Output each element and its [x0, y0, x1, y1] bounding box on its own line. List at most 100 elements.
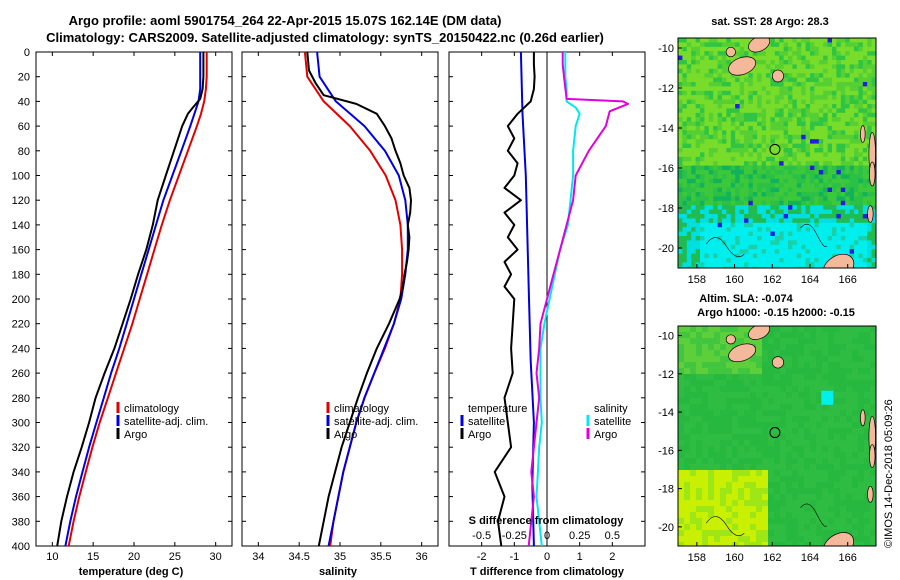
- map-cell: [858, 222, 864, 228]
- map-cell: [774, 350, 781, 357]
- map-cell: [798, 362, 805, 369]
- map-cell: [823, 249, 828, 254]
- map-cell: [770, 86, 776, 92]
- map-cell: [804, 434, 811, 441]
- map-cell: [870, 476, 876, 483]
- map-cell: [836, 214, 842, 219]
- map-cell: [714, 374, 721, 381]
- map-cell: [708, 196, 714, 202]
- map-cell: [774, 392, 781, 399]
- map-cell: [854, 170, 859, 175]
- map-cell: [722, 51, 727, 56]
- map-cell: [708, 205, 714, 210]
- map-cell: [738, 446, 745, 453]
- map-cell: [810, 227, 815, 232]
- map-cell: [761, 134, 767, 140]
- map-cell: [814, 139, 820, 144]
- map-cell: [854, 108, 859, 114]
- map-cell: [757, 95, 762, 100]
- map-cell: [796, 64, 802, 70]
- map-cell: [779, 108, 784, 114]
- map-cell: [822, 488, 829, 495]
- map-cell: [696, 512, 703, 519]
- map-cell: [686, 258, 692, 263]
- map-cell: [713, 143, 718, 149]
- map-cell: [757, 126, 762, 131]
- map-cell: [700, 130, 705, 136]
- map-cell: [796, 258, 802, 263]
- map-cell: [744, 236, 749, 241]
- map-cell: [840, 139, 846, 144]
- map-cell: [822, 338, 829, 345]
- map-cell: [864, 422, 871, 429]
- map-cell: [686, 139, 692, 144]
- map-cell: [834, 440, 841, 447]
- map-cell: [708, 99, 714, 105]
- map-cell: [686, 183, 692, 188]
- map-cell: [691, 205, 696, 210]
- map-cell: [779, 218, 784, 224]
- map-cell: [836, 148, 842, 153]
- map-cell: [752, 152, 758, 158]
- map-cell: [700, 64, 705, 70]
- map-cell: [788, 152, 793, 158]
- map-cell: [871, 112, 876, 118]
- map-cell: [849, 178, 855, 184]
- map-cell: [810, 362, 817, 369]
- map-cell: [691, 244, 696, 250]
- map-cell: [708, 42, 714, 48]
- map-cell: [796, 178, 802, 184]
- map-cell: [858, 174, 864, 180]
- map-cell: [796, 187, 802, 193]
- map-cell: [748, 143, 754, 149]
- map-cell: [796, 231, 802, 237]
- map-cell: [682, 95, 688, 100]
- map-cell: [732, 410, 739, 417]
- map-cell: [852, 452, 859, 459]
- map-cell: [717, 240, 723, 246]
- map-cell: [700, 178, 705, 184]
- map-cell: [846, 344, 853, 351]
- map-cell: [788, 187, 793, 193]
- map-cell: [714, 350, 721, 357]
- map-cell: [774, 46, 780, 52]
- map-lat-label: -14: [658, 407, 674, 419]
- map-cell: [858, 350, 865, 357]
- map-cell: [870, 506, 876, 513]
- map-cell: [788, 90, 793, 96]
- map-cell: [864, 386, 871, 393]
- map-cell: [686, 143, 692, 149]
- map-cell: [738, 542, 745, 546]
- map-cell: [720, 542, 727, 546]
- map-cell: [786, 464, 793, 471]
- map-cell: [690, 428, 697, 435]
- map-cell: [818, 60, 824, 65]
- map-cell: [686, 192, 692, 197]
- map-cell: [717, 108, 723, 114]
- map-cell: [744, 174, 749, 180]
- map-cell: [827, 196, 833, 202]
- map-lon-label: 166: [839, 552, 857, 564]
- map-cell: [735, 249, 740, 254]
- map-cell: [871, 86, 876, 92]
- map-cell: [786, 482, 793, 489]
- map-cell: [834, 338, 841, 345]
- map-cell: [854, 200, 859, 206]
- map-cell: [774, 404, 781, 411]
- map-cell: [840, 77, 846, 83]
- map-cell: [704, 174, 710, 180]
- map-cell: [704, 143, 710, 149]
- map-cell: [801, 121, 806, 127]
- map-cell: [832, 104, 837, 109]
- map-cell: [862, 148, 868, 153]
- map-cell: [834, 410, 841, 417]
- map-cell: [862, 60, 868, 65]
- map-cell: [717, 152, 723, 158]
- map-cell: [678, 506, 685, 513]
- map-cell: [792, 266, 798, 268]
- map-cell: [722, 218, 727, 224]
- map-cell: [720, 470, 727, 477]
- map-cell: [814, 187, 820, 193]
- map-cell: [678, 38, 683, 43]
- map-cell: [783, 121, 789, 127]
